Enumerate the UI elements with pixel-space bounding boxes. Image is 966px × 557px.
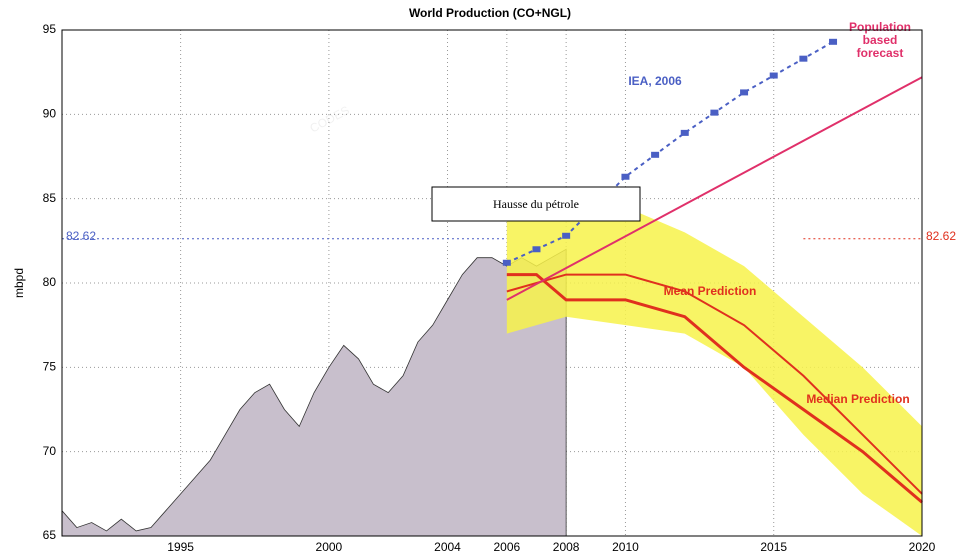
y-tick-label: 90 <box>43 107 57 121</box>
y-tick-label: 75 <box>43 360 57 374</box>
reference-label: 82.62 <box>66 229 96 243</box>
series-label: IEA, 2006 <box>628 74 682 88</box>
y-tick-label: 80 <box>43 275 57 289</box>
series-label: Population <box>849 20 911 34</box>
series-marker <box>502 259 511 266</box>
series-marker <box>562 232 571 239</box>
x-tick-label: 1995 <box>167 540 194 554</box>
series-marker <box>740 89 749 96</box>
x-tick-label: 2006 <box>493 540 520 554</box>
series-marker <box>680 129 689 136</box>
prediction-band <box>506 207 922 536</box>
series-marker <box>769 72 778 79</box>
series-line <box>506 273 923 495</box>
series-marker <box>710 109 719 116</box>
series-label: based <box>863 33 898 47</box>
series-marker <box>799 55 808 62</box>
production-area <box>61 248 567 537</box>
x-tick-label: 2015 <box>760 540 787 554</box>
series-marker <box>621 173 630 180</box>
x-tick-label: 2004 <box>434 540 461 554</box>
series-line <box>506 76 923 301</box>
annotation-box <box>431 186 641 222</box>
y-tick-label: 95 <box>43 22 57 36</box>
y-tick-label: 70 <box>43 444 57 458</box>
series-marker <box>651 151 660 158</box>
series-label: Median Prediction <box>806 392 909 406</box>
x-tick-label: 2008 <box>553 540 580 554</box>
y-tick-label: 65 <box>43 528 57 542</box>
series-label: Mean Prediction <box>664 284 757 298</box>
y-tick-label: 85 <box>43 191 57 205</box>
annotation: Hausse du pétrole <box>493 197 579 211</box>
series-marker <box>829 38 838 45</box>
series-line <box>506 40 834 264</box>
series-label: forecast <box>857 46 904 60</box>
x-tick-label: 2000 <box>316 540 343 554</box>
reference-label: 82.62 <box>926 229 956 243</box>
series-line <box>506 273 923 504</box>
series-marker <box>532 246 541 253</box>
watermark: CODES <box>307 103 351 135</box>
y-axis-label: mbpd <box>12 268 26 298</box>
x-tick-label: 2020 <box>909 540 936 554</box>
plot-frame <box>61 29 923 537</box>
x-tick-label: 2010 <box>612 540 639 554</box>
chart-title: World Production (CO+NGL) <box>409 6 571 20</box>
